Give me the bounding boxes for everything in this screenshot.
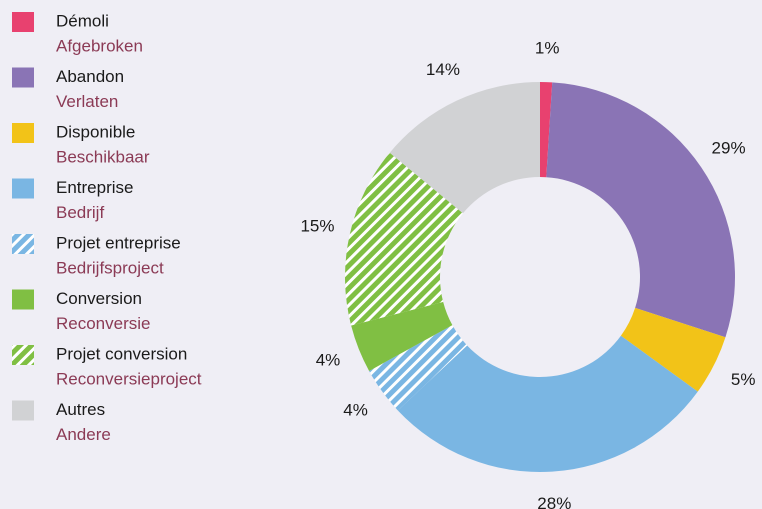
legend-label-nl: Andere <box>56 425 111 444</box>
legend-label-nl: Bedrijfsproject <box>56 258 164 277</box>
legend-label: Abandon <box>56 67 124 86</box>
donut-slice <box>351 301 453 371</box>
donut-slice <box>344 152 463 326</box>
donut-slice <box>369 325 468 411</box>
data-label: 4% <box>343 400 368 419</box>
data-label: 4% <box>316 350 341 369</box>
legend-label: Conversion <box>56 289 142 308</box>
legend-swatch <box>12 234 34 254</box>
donut-slice <box>540 82 553 178</box>
data-label: 1% <box>535 39 560 58</box>
legend-swatch <box>12 289 34 310</box>
legend-label: Démoli <box>56 11 109 30</box>
donut-slice <box>397 335 698 472</box>
legend-swatch <box>12 67 34 88</box>
data-label: 29% <box>712 138 746 157</box>
legend-swatch <box>12 12 34 32</box>
legend-label: Autres <box>56 400 105 419</box>
data-label: 15% <box>300 217 334 236</box>
donut-slice <box>389 82 540 214</box>
legend-label-nl: Beschikbaar <box>56 147 150 166</box>
legend-swatch <box>12 345 34 365</box>
legend-swatch <box>12 123 34 143</box>
legend-label-nl: Afgebroken <box>56 36 143 55</box>
data-label: 14% <box>426 60 460 79</box>
legend-label: Disponible <box>56 122 135 141</box>
donut-slice <box>620 307 726 392</box>
data-label: 28% <box>537 494 571 509</box>
legend-label-nl: Verlaten <box>56 92 118 111</box>
legend-label: Entreprise <box>56 178 133 197</box>
legend-label: Projet entreprise <box>56 233 181 252</box>
legend-label-nl: Bedrijf <box>56 203 104 222</box>
donut-slice <box>546 82 735 338</box>
legend-swatch <box>12 400 34 421</box>
legend-label: Projet conversion <box>56 344 187 363</box>
legend-swatch <box>12 178 34 199</box>
data-label: 5% <box>731 370 756 389</box>
legend-label-nl: Reconversie <box>56 314 151 333</box>
legend-label-nl: Reconversieproject <box>56 369 202 388</box>
